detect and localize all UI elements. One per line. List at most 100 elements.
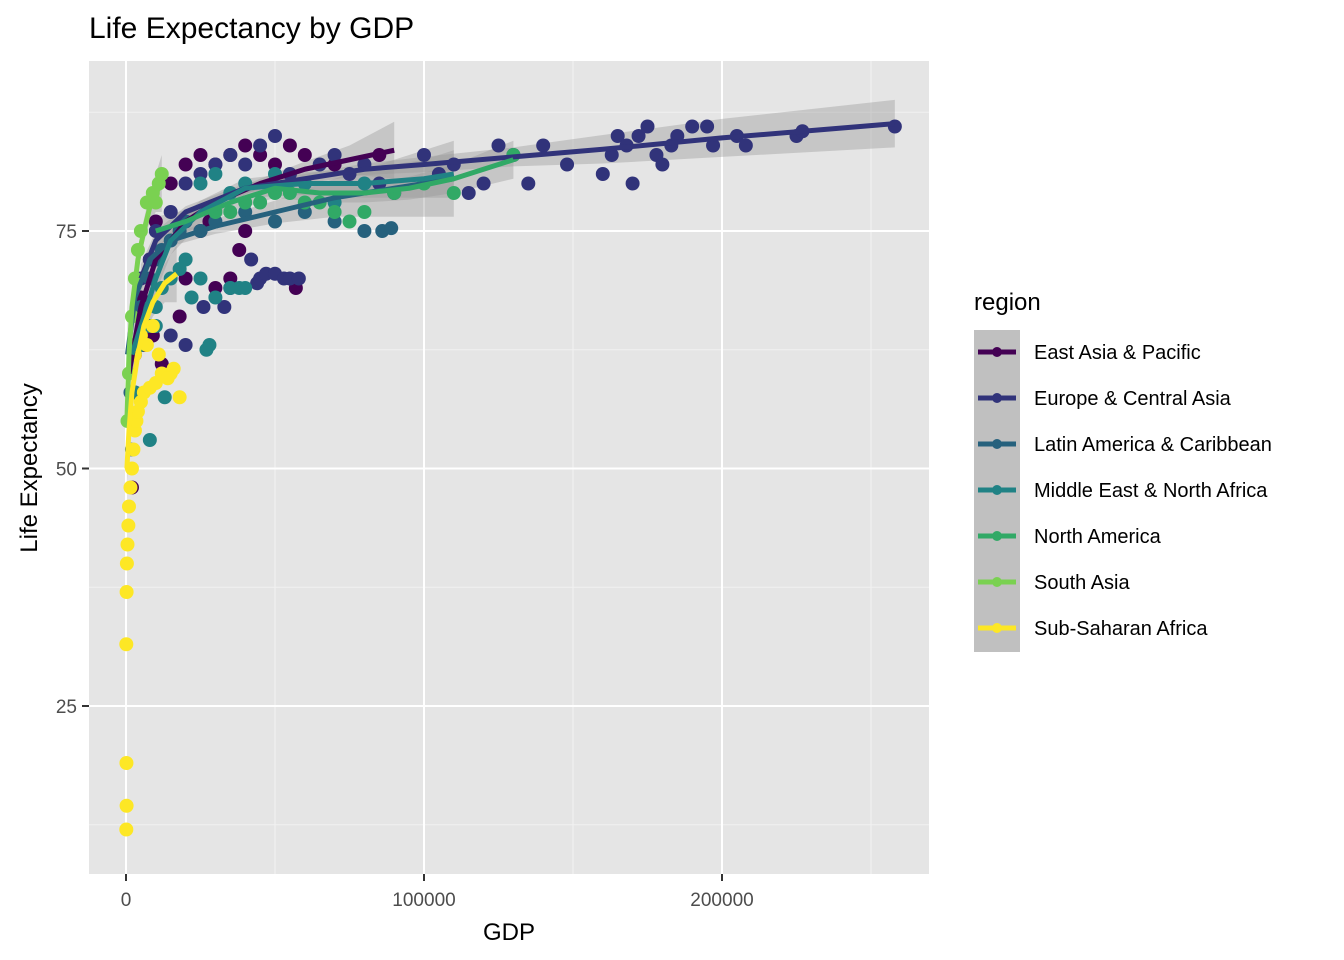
smooth-line (138, 121, 896, 280)
data-point (491, 138, 506, 153)
smooth-line (155, 157, 515, 234)
legend-label: South Asia (1034, 572, 1131, 594)
legend-label: North America (1034, 526, 1162, 548)
legend-label: Sub-Saharan Africa (1034, 618, 1208, 640)
data-point (160, 371, 175, 386)
data-point (291, 271, 306, 286)
data-point (119, 822, 134, 837)
data-point (217, 300, 232, 314)
data-point (253, 195, 268, 210)
data-point (193, 148, 208, 162)
y-axis: 25 50 75 (56, 222, 89, 718)
legend-entry: Middle East & North Africa (978, 480, 1268, 502)
data-point (163, 176, 178, 191)
legend-key-point (992, 393, 1002, 403)
data-point (119, 585, 134, 599)
smooth-line (124, 271, 179, 469)
data-point (196, 300, 211, 314)
data-point (121, 518, 136, 533)
confidence-band (127, 140, 454, 374)
legend-key-point (992, 577, 1002, 587)
data-point (120, 537, 135, 552)
data-point (184, 290, 199, 305)
data-point (119, 556, 134, 571)
y-tick-label: 75 (56, 222, 77, 243)
data-point (738, 138, 753, 153)
data-point (655, 157, 670, 172)
data-point (163, 328, 178, 343)
legend-key-point (992, 485, 1002, 495)
data-point (595, 167, 610, 181)
data-point (178, 252, 193, 267)
data-point (154, 167, 169, 181)
data-point (461, 186, 476, 200)
data-point (631, 129, 646, 143)
data-point (521, 176, 536, 191)
x-tick-label: 100000 (392, 890, 455, 911)
legend-key-point (992, 439, 1002, 449)
data-point (139, 338, 154, 352)
x-tick-label: 0 (121, 890, 132, 911)
data-point (119, 637, 134, 652)
data-point (145, 319, 160, 333)
data-point (625, 176, 640, 191)
confidence-band (140, 99, 895, 293)
chart-title: Life Expectancy by GDP (89, 12, 414, 45)
data-point (610, 129, 625, 143)
x-axis: 0 100000 200000 (121, 874, 754, 911)
data-point (297, 148, 312, 162)
data-point (172, 309, 187, 324)
legend-entry: North America (978, 526, 1162, 548)
legend-label: Middle East & North Africa (1034, 480, 1268, 502)
data-point (193, 271, 208, 286)
data-point (700, 119, 715, 134)
data-point (223, 205, 238, 219)
data-point (163, 205, 178, 219)
legend-key-point (992, 531, 1002, 541)
data-point (238, 138, 253, 153)
data-point (640, 119, 655, 134)
data-point (238, 224, 253, 238)
confidence-band (128, 121, 395, 393)
data-point (119, 756, 134, 770)
legend-entry: East Asia & Pacific (978, 342, 1201, 364)
y-tick-label: 50 (56, 460, 77, 481)
data-point (357, 205, 372, 219)
data-point (238, 157, 253, 172)
legend-entry: Latin America & Caribbean (978, 434, 1272, 456)
data-point (142, 433, 157, 447)
legend-key-point (992, 347, 1002, 357)
data-point (199, 342, 214, 357)
data-point (232, 243, 247, 257)
data-point (172, 390, 187, 405)
data-point (178, 157, 193, 172)
data-point (476, 176, 491, 191)
data-point (357, 224, 372, 238)
data-point (384, 221, 399, 236)
legend-label: East Asia & Pacific (1034, 342, 1201, 364)
legend-title: region (974, 289, 1041, 316)
data-point (208, 290, 223, 305)
legend-entry: Sub-Saharan Africa (978, 618, 1208, 640)
legend-entry: Europe & Central Asia (978, 388, 1232, 410)
data-point (193, 176, 208, 191)
x-axis-title: GDP (483, 919, 535, 946)
x-tick-label: 200000 (690, 890, 753, 911)
data-point (178, 338, 193, 352)
legend-entry: South Asia (978, 572, 1131, 594)
smooth-line (129, 171, 455, 356)
data-point (119, 798, 134, 813)
data-point (560, 157, 575, 172)
data-point (282, 138, 297, 153)
data-point (327, 205, 342, 219)
data-point (208, 167, 223, 181)
smooth-line (124, 182, 164, 422)
data-point (178, 176, 193, 191)
y-axis-title: Life Expectancy (16, 383, 43, 552)
data-point (268, 214, 282, 229)
data-point (417, 148, 431, 162)
data-point (244, 252, 259, 267)
data-point (342, 214, 357, 229)
data-point (446, 186, 461, 200)
